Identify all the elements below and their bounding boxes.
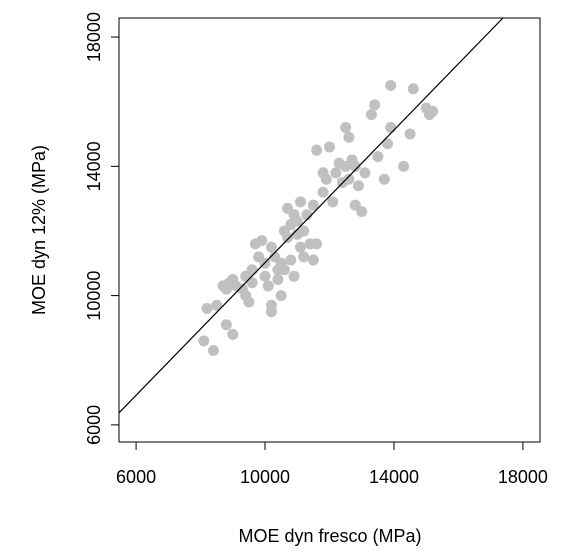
point	[262, 280, 274, 292]
point	[340, 160, 352, 172]
point	[265, 241, 277, 253]
point	[372, 151, 384, 163]
point	[294, 196, 306, 208]
point	[272, 273, 284, 285]
point	[298, 251, 310, 263]
point	[369, 99, 381, 111]
point	[256, 235, 268, 247]
point	[398, 160, 410, 172]
point	[343, 173, 355, 185]
point	[294, 241, 306, 253]
point	[224, 277, 236, 289]
point	[404, 128, 416, 140]
y-tick-label: 14000	[84, 141, 104, 191]
point	[382, 138, 394, 150]
y-axis-label: MOE dyn 12% (MPa)	[29, 145, 49, 315]
point	[285, 254, 297, 266]
plot-box	[118, 17, 541, 443]
point	[207, 345, 219, 357]
point	[275, 290, 287, 302]
point	[327, 196, 339, 208]
y-tick-label: 10000	[84, 271, 104, 321]
point	[291, 228, 303, 240]
point	[353, 180, 365, 192]
point	[265, 306, 277, 318]
point	[311, 238, 323, 250]
point	[240, 270, 252, 282]
x-axis-label: MOE dyn fresco (MPa)	[238, 526, 421, 546]
point	[307, 254, 319, 266]
point	[317, 186, 329, 198]
point	[427, 105, 439, 117]
point	[407, 83, 419, 95]
point	[330, 167, 342, 179]
point	[278, 264, 290, 276]
point	[291, 215, 303, 227]
point	[356, 206, 368, 218]
fit-line	[119, 18, 504, 414]
point	[359, 167, 371, 179]
point	[324, 141, 335, 153]
point	[311, 144, 323, 156]
point	[288, 270, 300, 282]
x-tick-label: 14000	[369, 467, 419, 487]
point	[307, 199, 319, 211]
point	[378, 173, 390, 185]
point	[385, 122, 397, 134]
point	[243, 296, 255, 308]
point	[365, 109, 377, 121]
point	[259, 270, 271, 282]
point	[317, 167, 329, 179]
x-tick-label: 18000	[498, 467, 548, 487]
point	[211, 299, 223, 311]
point	[227, 328, 239, 340]
y-tick-label: 18000	[84, 12, 104, 62]
point	[385, 80, 397, 92]
x-tick-label: 10000	[240, 467, 290, 487]
point	[349, 160, 361, 172]
point	[220, 319, 232, 331]
point	[198, 335, 210, 347]
point	[340, 122, 352, 134]
point	[343, 131, 355, 143]
y-tick-label: 6000	[84, 405, 104, 445]
point	[201, 303, 213, 315]
x-tick-label: 6000	[116, 467, 156, 487]
point	[278, 225, 290, 237]
